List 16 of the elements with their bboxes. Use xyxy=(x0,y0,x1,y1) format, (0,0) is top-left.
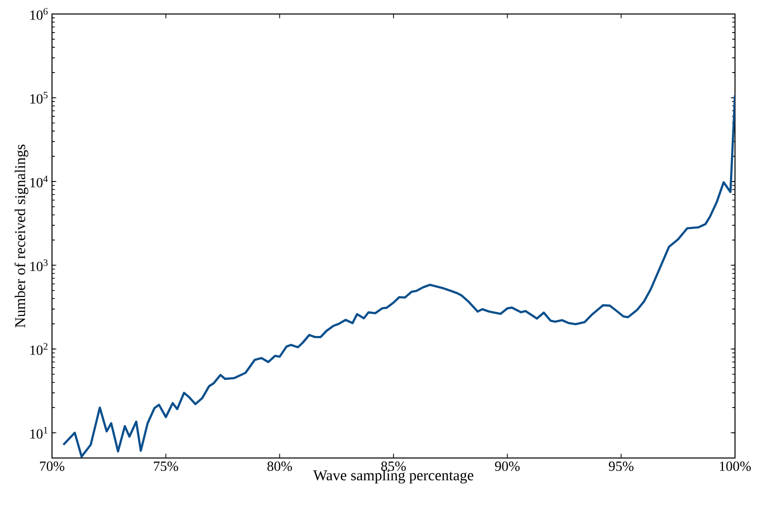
x-tick-label: 75% xyxy=(154,462,178,471)
y-tick-label: 10$^{1}$ xyxy=(30,426,48,439)
x-tick-label: 80% xyxy=(267,462,292,471)
x-axis-title: Wave sampling percentage xyxy=(313,470,474,484)
x-tick-label: 95% xyxy=(608,462,634,471)
x-tick-label: 90% xyxy=(495,462,520,471)
y-tick-label: 10$^{6}$ xyxy=(30,8,48,20)
y-tick-label: 10$^{5}$ xyxy=(30,92,48,104)
x-tick-label: 70% xyxy=(40,462,64,471)
y-tick-label: 10$^{4}$ xyxy=(30,176,48,188)
y-tick-label: 10$^{3}$ xyxy=(30,259,48,272)
y-axis-title: Number of received signalings xyxy=(14,144,28,328)
y-tick-label: 10$^{2}$ xyxy=(30,343,48,355)
x-tick-label: 100% xyxy=(720,462,751,471)
x-tick-label: 85% xyxy=(381,462,406,471)
line-series xyxy=(62,94,736,458)
